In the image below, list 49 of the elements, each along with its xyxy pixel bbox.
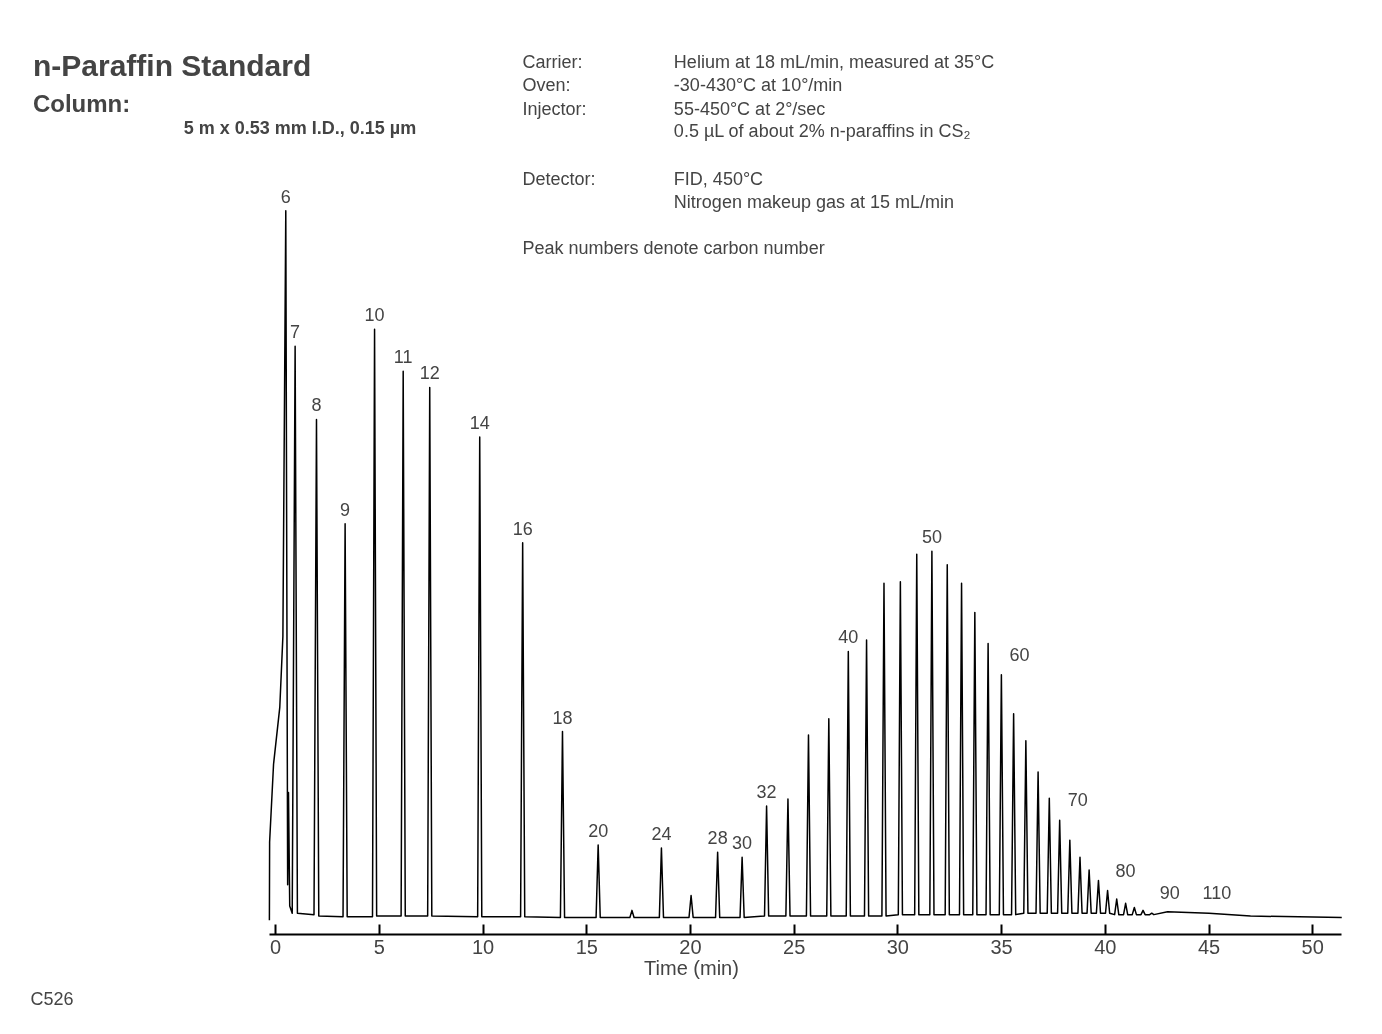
annotation: 110 (1202, 883, 1232, 904)
x-tick-label: 0 (270, 935, 282, 958)
annotation: Nitrogen makeup gas at 15 mL/min (673, 191, 955, 212)
annotation: 14 (469, 413, 490, 434)
annotation: 10 (364, 305, 385, 326)
text: Helium at 18 mL/min, measured at 35°C (673, 52, 995, 73)
annotation: 20 (588, 821, 609, 842)
text: Oven: (522, 75, 571, 96)
chart-title: n-Paraffin Standard (32, 48, 312, 82)
x-tick-label: 5 (373, 935, 385, 958)
x-tick-label: 40 (1094, 935, 1117, 958)
annotation: 24 (651, 823, 672, 844)
annotation: 32 (756, 782, 777, 803)
annotation: 90 (1159, 883, 1180, 904)
text: Detector: (522, 168, 596, 189)
x-tick-label: 10 (471, 935, 495, 958)
x-tick-label: 35 (990, 935, 1013, 958)
annotation: 80 (1115, 860, 1136, 881)
x-tick-label: 15 (575, 935, 598, 958)
text: FID, 450°C (673, 168, 764, 189)
annotation: 12 (419, 363, 440, 384)
annotation: 60 (1009, 644, 1030, 665)
annotation: 50 (921, 527, 942, 548)
x-tick-label: 30 (886, 935, 910, 958)
annotation: 9 (340, 499, 351, 520)
x-axis-title: Time (min) (644, 956, 739, 979)
text: -30-430°C at 10°/min (673, 75, 843, 96)
annotation: 16 (512, 518, 533, 539)
annotation: 6 (280, 186, 291, 207)
text: Carrier: (522, 52, 583, 73)
text: C526 (30, 988, 74, 1009)
x-tick-label: 50 (1301, 935, 1324, 958)
annotation: 8 (311, 395, 322, 416)
annotation: 7 (290, 322, 301, 343)
annotation: 28 (707, 828, 728, 849)
annotation: 18 (552, 707, 573, 728)
x-tick-label: 45 (1197, 935, 1221, 958)
text: Injector: (522, 98, 587, 119)
annotation: 70 (1067, 790, 1088, 811)
annotation: 11 (393, 347, 413, 368)
annotation: 40 (838, 627, 859, 648)
annotation: Peak numbers denote carbon number (522, 237, 825, 258)
text: 55-450°C at 2°/sec (673, 98, 826, 119)
text: 5 m x 0.53 mm I.D., 0.15 µm (183, 117, 417, 138)
text: Column: (32, 90, 131, 118)
text: 0.5 µL of about 2% n-paraffins in CS₂ (673, 121, 971, 142)
x-tick-label: 25 (783, 935, 806, 958)
x-tick-label: 20 (679, 935, 702, 958)
annotation: 30 (732, 833, 753, 854)
